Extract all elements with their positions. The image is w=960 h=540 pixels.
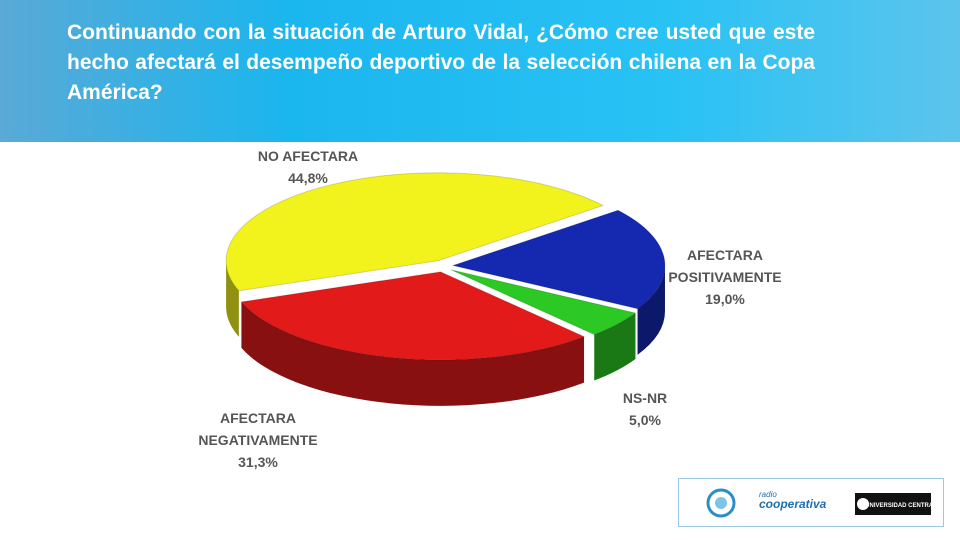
value-label: 44,8% — [288, 170, 328, 186]
category-label: NS-NR — [622, 390, 668, 406]
logo-text: radio — [759, 490, 777, 499]
logo-globe — [706, 488, 736, 518]
title: Continuando con la situación de Arturo V… — [67, 21, 815, 104]
value-label: 19,0% — [705, 291, 745, 307]
logo-box: radio cooperativa UNIVERSIDAD CENTRAL — [678, 478, 944, 527]
slice-label: NS-NR 5,0% — [570, 387, 720, 431]
logo-uc — [855, 493, 931, 515]
slice-label: AFECTARA NEGATIVAMENTE 31,3% — [183, 407, 333, 473]
category-label: AFECTARA NEGATIVAMENTE — [198, 410, 318, 448]
slice-side — [637, 265, 665, 355]
slice — [450, 269, 637, 336]
logo-globe-core — [715, 497, 727, 509]
slice-side — [594, 312, 636, 381]
value-label: 31,3% — [238, 454, 278, 470]
slice-side — [241, 301, 585, 406]
slice-label: NO AFECTARA 44,8% — [233, 145, 383, 189]
header: Continuando con la situación de Arturo V… — [0, 0, 960, 142]
category-label: AFECTARA POSITIVAMENTE — [668, 247, 782, 285]
logos: radio cooperativa UNIVERSIDAD CENTRAL — [706, 488, 937, 518]
slice — [225, 172, 605, 292]
slice-side — [226, 260, 239, 337]
slice — [451, 209, 666, 310]
logo-uc-mark — [857, 498, 869, 510]
value-label: 5,0% — [629, 412, 661, 428]
category-label: NO AFECTARA — [257, 148, 359, 164]
logo-text: UNIVERSIDAD CENTRAL — [865, 503, 937, 509]
slice-label: AFECTARA POSITIVAMENTE 19,0% — [650, 244, 800, 310]
logo-text: cooperativa — [759, 497, 827, 511]
slice — [240, 271, 586, 361]
